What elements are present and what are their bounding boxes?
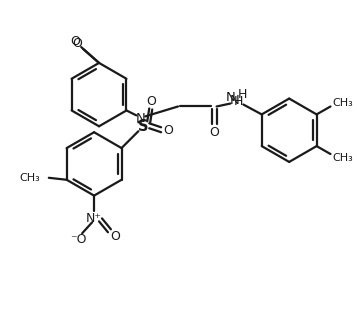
Text: N: N — [135, 112, 145, 125]
Text: N⁺: N⁺ — [86, 212, 102, 225]
Text: S: S — [138, 119, 149, 134]
Text: H: H — [234, 95, 243, 108]
Text: N: N — [226, 91, 235, 104]
Text: O: O — [70, 35, 80, 48]
Text: CH₃: CH₃ — [332, 98, 353, 108]
Text: ⁻O: ⁻O — [70, 233, 86, 246]
Text: CH₃: CH₃ — [332, 153, 353, 163]
Text: N: N — [230, 94, 239, 107]
Text: CH₃: CH₃ — [19, 173, 40, 183]
Text: H: H — [238, 88, 247, 101]
Text: O: O — [210, 126, 220, 139]
Text: O: O — [146, 95, 156, 108]
Text: O: O — [72, 37, 82, 50]
Text: O: O — [110, 230, 120, 243]
Text: O: O — [163, 124, 173, 137]
